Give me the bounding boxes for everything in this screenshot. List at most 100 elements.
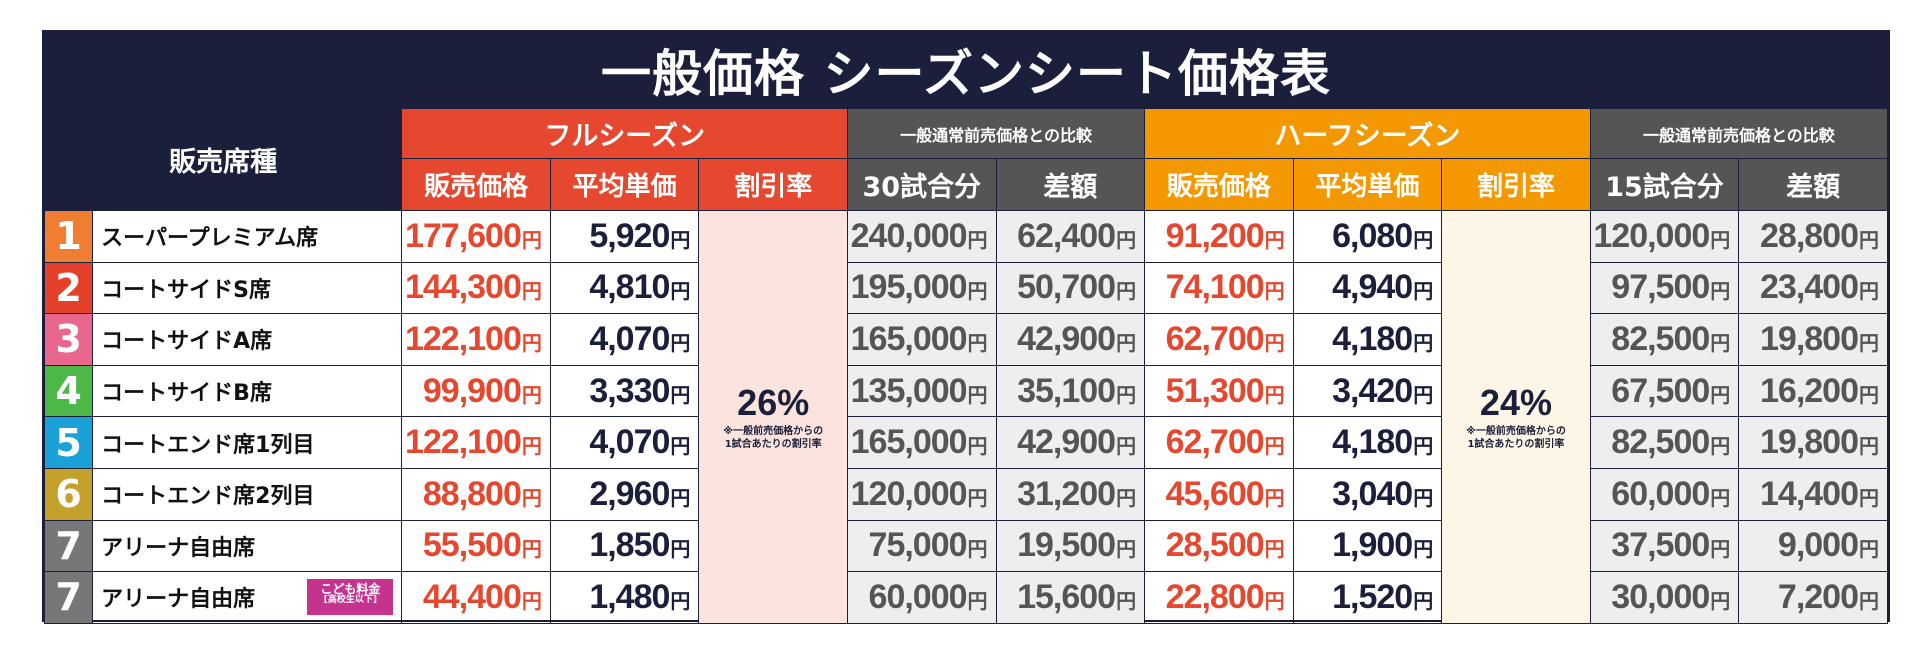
header-full-difference: 差額: [995, 158, 1146, 211]
yen-unit: 円: [521, 590, 542, 613]
half-price: 74,100円: [1144, 261, 1294, 315]
half-15-games-price: 30,000円: [1589, 571, 1740, 624]
yen-unit: 円: [670, 229, 691, 252]
seat-name: アリーナ自由席 こども料金 [高校生以下]: [92, 571, 403, 624]
yen-unit: 円: [1859, 539, 1879, 562]
yen-unit: 円: [1710, 384, 1731, 407]
half-15-games-price: 82,500円: [1589, 313, 1740, 366]
table-row: 4 コートサイドB席 99,900円 3,330円 135,000円 35,10…: [43, 364, 1888, 418]
yen-unit: 円: [1116, 229, 1137, 252]
full-30-games-price: 165,000円: [847, 313, 997, 366]
half-difference: 9,000円: [1738, 519, 1888, 573]
yen-unit: 円: [967, 332, 988, 355]
yen-unit: 円: [1859, 229, 1879, 252]
half-price: 91,200円: [1144, 210, 1294, 263]
seat-name-text: スーパープレミアム席: [101, 226, 319, 252]
seat-name: コートエンド席1列目: [92, 416, 403, 469]
yen-unit: 円: [1859, 487, 1879, 510]
half-price: 45,600円: [1144, 467, 1294, 521]
half-average: 4,180円: [1292, 313, 1443, 366]
yen-unit: 円: [1413, 332, 1434, 355]
full-price: 44,400円: [401, 571, 551, 624]
full-30-games-price: 165,000円: [847, 416, 997, 469]
seat-number-badge: 4: [43, 364, 94, 418]
seat-name-text: コートサイドB席: [101, 381, 272, 407]
seat-name: コートサイドA席: [92, 313, 403, 366]
child-price-badge-label: こども料金: [320, 582, 381, 597]
yen-unit: 円: [1859, 281, 1879, 304]
discount-rate-note: ※一般前売価格からの 1試合あたりの割引率: [723, 426, 824, 450]
yen-unit: 円: [521, 281, 542, 304]
yen-unit: 円: [670, 332, 691, 355]
table-row: 2 コートサイドS席 144,300円 4,810円 195,000円 50,7…: [43, 261, 1888, 315]
full-price: 122,100円: [401, 313, 551, 366]
table-row: 7 アリーナ自由席 55,500円 1,850円 75,000円 19,500円…: [43, 519, 1888, 573]
half-difference: 16,200円: [1738, 364, 1888, 418]
yen-unit: 円: [521, 229, 542, 252]
full-30-games-price: 75,000円: [847, 519, 997, 573]
yen-unit: 円: [521, 487, 542, 510]
yen-unit: 円: [1859, 590, 1879, 613]
yen-unit: 円: [1710, 281, 1731, 304]
yen-unit: 円: [967, 229, 988, 252]
full-difference: 42,900円: [995, 313, 1146, 366]
yen-unit: 円: [1413, 436, 1434, 459]
yen-unit: 円: [1859, 332, 1879, 355]
seat-number-badge: 5: [43, 416, 94, 469]
yen-unit: 円: [1116, 539, 1137, 562]
half-price: 28,500円: [1144, 519, 1294, 573]
full-difference: 19,500円: [995, 519, 1146, 573]
seat-name-text: コートエンド席1列目: [101, 432, 315, 458]
seat-name: アリーナ自由席: [92, 519, 403, 573]
full-price: 144,300円: [401, 261, 551, 315]
half-average: 1,520円: [1292, 571, 1443, 624]
yen-unit: 円: [670, 539, 691, 562]
child-price-badge: こども料金 [高校生以下]: [307, 579, 394, 616]
seat-number-badge: 7: [43, 571, 94, 624]
full-discount-rate: 26% ※一般前売価格からの 1試合あたりの割引率: [698, 210, 848, 624]
yen-unit: 円: [1710, 332, 1731, 355]
half-difference: 19,800円: [1738, 416, 1888, 469]
header-half-price: 販売価格: [1144, 158, 1294, 211]
half-average: 1,900円: [1292, 519, 1443, 573]
yen-unit: 円: [1413, 539, 1434, 562]
yen-unit: 円: [1710, 590, 1731, 613]
half-difference: 28,800円: [1738, 210, 1888, 263]
table-title: 一般価格 シーズンシート価格表: [44, 32, 1888, 108]
yen-unit: 円: [1710, 436, 1731, 459]
discount-rate-value: 26%: [737, 382, 810, 424]
seat-name-text: コートエンド席2列目: [101, 484, 315, 510]
yen-unit: 円: [1264, 436, 1285, 459]
full-difference: 35,100円: [995, 364, 1146, 418]
full-price: 122,100円: [401, 416, 551, 469]
seat-name: コートエンド席2列目: [92, 467, 403, 521]
yen-unit: 円: [1116, 384, 1137, 407]
half-15-games-price: 37,500円: [1589, 519, 1740, 573]
yen-unit: 円: [1116, 590, 1137, 613]
yen-unit: 円: [670, 384, 691, 407]
header-half-compare: 一般通常前売価格との比較: [1589, 108, 1889, 159]
yen-unit: 円: [521, 436, 542, 459]
half-15-games-price: 60,000円: [1589, 467, 1740, 521]
half-discount-rate: 24% ※一般前売価格からの 1試合あたりの割引率: [1441, 210, 1591, 624]
seat-name-text: コートサイドS席: [101, 277, 272, 303]
yen-unit: 円: [1413, 384, 1434, 407]
table-row: 1 スーパープレミアム席 177,600円 5,920円 26% ※一般前売価格か…: [43, 210, 1888, 624]
half-average: 4,180円: [1292, 416, 1443, 469]
yen-unit: 円: [967, 384, 988, 407]
seat-name: コートサイドS席: [92, 261, 403, 315]
seat-number-badge: 2: [43, 261, 94, 315]
full-30-games-price: 135,000円: [847, 364, 997, 418]
yen-unit: 円: [967, 436, 988, 459]
table-row: 3 コートサイドA席 122,100円 4,070円 165,000円 42,9…: [43, 313, 1888, 366]
half-average: 3,420円: [1292, 364, 1443, 418]
yen-unit: 円: [1264, 229, 1285, 252]
yen-unit: 円: [1710, 229, 1731, 252]
header-full-compare: 一般通常前売価格との比較: [846, 108, 1146, 159]
header-full-30-games: 30試合分: [847, 158, 997, 211]
full-average: 4,070円: [549, 313, 700, 366]
header-half-average: 平均単価: [1292, 158, 1443, 211]
yen-unit: 円: [1413, 229, 1434, 252]
yen-unit: 円: [1413, 590, 1434, 613]
yen-unit: 円: [670, 487, 691, 510]
